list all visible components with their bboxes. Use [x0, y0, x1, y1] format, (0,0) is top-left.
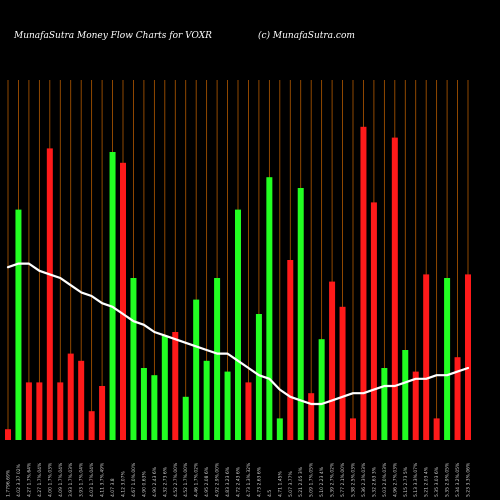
- x-tick-label: 4.90 0.63%: [141, 471, 147, 497]
- bar: [57, 382, 64, 440]
- x-tick-label: 5.39 2.7%.02%: [330, 462, 336, 497]
- x-tick-label: 4.71 1.45%: [277, 471, 283, 497]
- x-tick-label: 5.15 2.73 5%: [403, 466, 409, 497]
- x-tick-label: 5.13 3.3%.07%: [413, 462, 419, 497]
- bar: [109, 152, 116, 440]
- bar: [433, 418, 440, 440]
- x-tick-label: 4.32 2.73 6%: [162, 466, 168, 497]
- bar: [140, 368, 147, 440]
- bar: [350, 418, 356, 440]
- x-tick-label: 4.96 2.7%.03%: [392, 462, 398, 497]
- bar: [5, 429, 11, 440]
- x-tick-label: 5.38 2.5%.03%: [351, 462, 357, 497]
- x-tick-label: 5.77 2.1%.00%: [340, 462, 346, 497]
- bar: [465, 274, 471, 440]
- x-tick-label: 5.36 2.3%.03%: [361, 462, 367, 497]
- bar: [193, 299, 200, 440]
- bar: [381, 368, 388, 440]
- bar: [151, 375, 158, 440]
- x-tick-label: 4.03 1.7%.04%: [89, 462, 95, 497]
- x-tick-label: 5.21 2.03 4%: [424, 466, 430, 497]
- x-tick-label: 4.12 3.07%: [121, 471, 127, 497]
- copyright-text: (c) MunafaSutra.com: [258, 30, 355, 41]
- bar: [25, 382, 32, 440]
- x-tick-label: 5.09 1.7%.05%: [309, 462, 315, 497]
- money-flow-line: [6, 262, 470, 406]
- bar: [287, 260, 294, 440]
- bar: [444, 278, 451, 440]
- bar: [120, 162, 126, 441]
- x-tick-label: 4.72 2.43 6%: [236, 466, 242, 497]
- bar: [224, 371, 231, 440]
- bar: [391, 137, 398, 440]
- x-tick-label: 5.23 3.3%.06%: [466, 462, 472, 497]
- bar: [182, 396, 189, 440]
- bar: [88, 411, 95, 440]
- x-tick-labels: 1.7796.69% 4.02 3.37 02% 4.27 1.7%.64% 4.27…: [6, 462, 472, 497]
- bar: [36, 382, 43, 440]
- bar: [412, 371, 419, 440]
- x-tick-label: 4.11 3.7%.49%: [100, 462, 106, 497]
- bars-group: [5, 126, 471, 441]
- x-tick-label: 4.83 3.23 6%: [225, 466, 231, 497]
- x-tick-label: 3.93 1.7%.03%: [68, 462, 74, 497]
- x-tick-label: 4.92 2.9%.00%: [215, 462, 221, 497]
- flow-line-group: [6, 262, 470, 406]
- bar: [370, 202, 377, 440]
- x-tick-label: 4.00 1.7%.03%: [47, 462, 53, 497]
- x-tick-label: 4.95 2.08 6%: [204, 466, 210, 497]
- x-tick-label: 4.73 2.63 6%: [256, 466, 262, 497]
- x-tick-label: 1.7796.69%: [6, 469, 12, 497]
- bar: [235, 209, 241, 440]
- bar: [318, 339, 325, 440]
- x-tick-label: 5.07 3.77%: [288, 471, 294, 497]
- x-tick-label: 4.73 1.3%.32%: [246, 462, 252, 497]
- x-tick-label: 4.90 2.43 6%: [152, 466, 158, 497]
- x-tick-label: 3.93 1.7%.04%: [79, 462, 85, 497]
- x-tick-label: 5.35 2.9%.05%: [445, 462, 451, 497]
- bar: [214, 278, 221, 440]
- bar: [99, 386, 106, 440]
- bar: [161, 335, 168, 440]
- x-tick-label: 4.27 1.7%.04%: [37, 462, 43, 497]
- x-tick-label: 5.21 2.05 3%: [298, 466, 304, 497]
- bar: [297, 188, 304, 440]
- x-tick-label: 4.52 2.7%.00%: [173, 462, 179, 497]
- x-tick-label: 5.34 3.2%.05%: [455, 462, 461, 497]
- bar: [130, 278, 137, 440]
- x-tick-label: 5.35 3.03 6%: [434, 466, 440, 497]
- x-tick-label: 4.09 1.7%.04%: [58, 462, 64, 497]
- x-tick-label: 5.03 2.0%.03%: [382, 462, 388, 497]
- bar: [339, 306, 346, 440]
- bar: [454, 357, 461, 440]
- bar: [255, 314, 262, 440]
- bar: [308, 393, 315, 440]
- x-tick-label: 4.27 1.7%.64%: [26, 462, 32, 497]
- x-tick-label: 4.5: [267, 490, 273, 497]
- x-tick-label: 4.67 1.0%.00%: [131, 462, 137, 497]
- bar: [78, 360, 85, 440]
- x-tick-label: 4.02 3.37 02%: [16, 463, 22, 497]
- x-tick-label: 4.52 1.7%.00%: [183, 462, 189, 497]
- bar: [276, 418, 283, 440]
- bar: [360, 126, 367, 441]
- bar: [172, 332, 179, 440]
- x-tick-label: 4.07 3.8: [110, 478, 116, 497]
- bar: [423, 274, 430, 440]
- bar: [15, 209, 22, 440]
- bar: [203, 360, 210, 440]
- bar: [67, 353, 74, 440]
- bar: [46, 148, 53, 440]
- chart-title: MunafaSutra Money Flow Charts for VOXR: [13, 31, 212, 41]
- bar: [245, 382, 252, 440]
- x-tick-label: 4.46 1.7%.02%: [194, 462, 200, 497]
- bar: [402, 350, 409, 440]
- x-tick-label: 5.32 2.63 3%: [371, 466, 377, 497]
- x-tick-label: 5.10 2.23 4%: [319, 466, 325, 497]
- bar: [266, 177, 273, 440]
- bar: [329, 281, 336, 440]
